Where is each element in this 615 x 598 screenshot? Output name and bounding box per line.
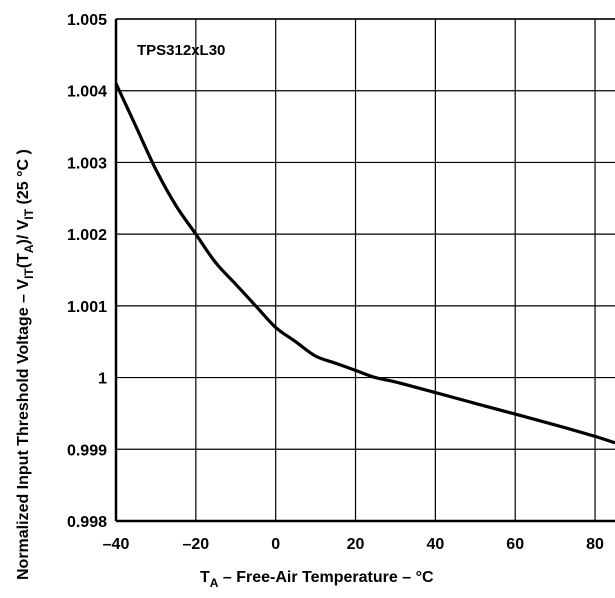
y-tick-label: 1.004 [67,84,107,101]
y-axis-label-sub2: A [22,244,36,253]
y-axis-label-part4: (25 °C ) [15,149,32,209]
x-axis-label-main: T [200,569,210,586]
y-axis-label-part2: (T [15,253,32,268]
y-tick-label: 0.999 [67,442,107,459]
x-axis-label-rest: – Free-Air Temperature – °C [218,569,434,586]
x-tick-label: 40 [426,536,444,553]
y-tick-label: 0.998 [67,514,107,531]
y-axis-label-part1: Normalized Input Threshold Voltage – V [15,279,32,580]
y-axis-label: Normalized Input Threshold Voltage – VIT… [15,149,36,580]
x-tick-labels: –40 –20 0 20 40 60 80 [103,536,604,553]
x-tick-label: –40 [103,536,130,553]
x-tick-label: 60 [506,536,524,553]
x-axis-label-subscript: A [210,576,219,590]
y-tick-label: 1 [98,371,107,388]
y-axis-label-sub1: IT [22,268,36,279]
series-layer [114,82,615,445]
y-tick-label: 1.002 [67,227,107,244]
plot-frame [114,18,615,523]
chart-grid [115,18,615,522]
y-tick-label: 1.001 [67,299,107,316]
y-axis-label-sub3: IT [22,208,36,219]
y-tick-labels: 0.998 0.999 1 1.001 1.002 1.003 1.004 1.005 [67,12,107,531]
y-axis-label-part3: )/ V [15,219,32,244]
x-tick-label: 20 [347,536,365,553]
x-tick-label: 80 [586,536,604,553]
x-tick-label: 0 [271,536,280,553]
x-axis-label: TA – Free-Air Temperature – °C [200,569,434,590]
y-tick-label: 1.003 [67,155,107,172]
y-tick-label: 1.005 [67,12,107,29]
x-tick-label: –20 [182,536,209,553]
series-line [114,82,615,445]
chart-annotation: TPS312xL30 [137,42,225,59]
